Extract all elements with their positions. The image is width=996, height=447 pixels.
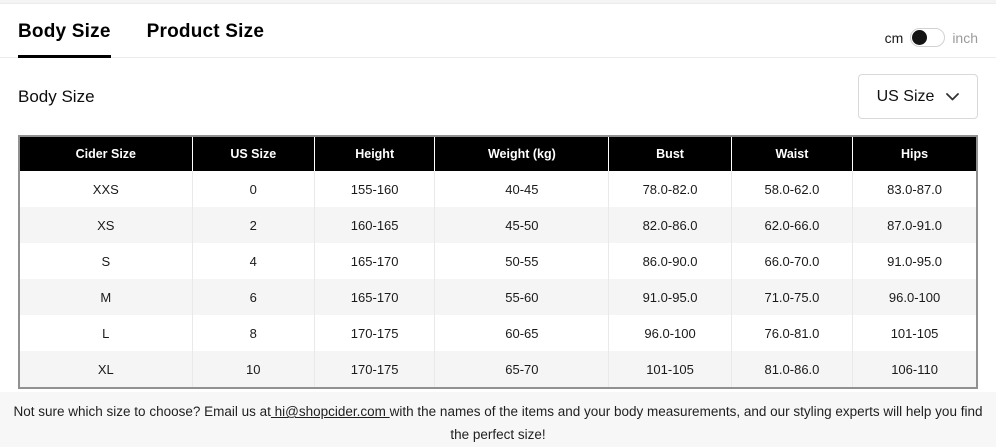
tab-bar: Body Size Product Size cm inch — [0, 4, 996, 59]
table-cell: 0 — [192, 171, 315, 208]
table-cell: 82.0-86.0 — [608, 207, 732, 244]
table-cell: 155-160 — [314, 171, 436, 208]
table-cell: 2 — [192, 207, 315, 244]
table-row: M 6 165-170 55-60 91.0-95.0 71.0-75.0 96.0-100 — [20, 279, 976, 316]
column-header: US Size — [192, 137, 315, 172]
column-header: Hips — [852, 137, 976, 172]
table-cell: 58.0-62.0 — [731, 171, 854, 208]
table-cell: 106-110 — [891, 361, 938, 377]
table-cell: 87.0-91.0 — [887, 217, 943, 233]
table-cell: 83.0-87.0 — [887, 181, 943, 197]
table-cell: S — [20, 243, 193, 280]
table-cell: 66.0-70.0 — [731, 243, 854, 280]
table-row: XL 10 170-175 65-70 101-105 81.0-86.0 106-110 — [20, 351, 976, 388]
table-cell: 101-105 — [890, 325, 939, 341]
table-cell: L — [20, 315, 193, 352]
tab-product-size[interactable]: Product Size — [146, 21, 265, 43]
footer-text-before: Not sure which size to choose? Email us … — [13, 404, 271, 420]
footer-note: Not sure which size to choose? Email us … — [0, 392, 996, 447]
table-cell: 10 — [192, 351, 315, 388]
table-row: S 4 165-170 50-55 86.0-90.0 66.0-70.0 91.0-95.… — [20, 243, 976, 280]
table-cell: 91.0-95.0 — [608, 279, 732, 316]
table-cell: 170-175 — [314, 315, 436, 352]
table-cell: 65-70 — [434, 351, 610, 388]
table-cell: 81.0-86.0 — [731, 351, 854, 388]
column-header: Waist — [731, 137, 854, 172]
table-cell: XXS — [20, 171, 193, 208]
table-cell: XL — [20, 351, 193, 388]
email-link[interactable]: hi@shopcider.com — [270, 404, 390, 420]
table-cell: 45-50 — [434, 207, 610, 244]
table-cell: 78.0-82.0 — [608, 171, 732, 208]
table-cell: 101-105 — [608, 351, 732, 388]
table-row: L 8 170-175 60-65 96.0-100 76.0-81.0 101-105 — [20, 315, 976, 352]
table-cell: 62.0-66.0 — [731, 207, 854, 244]
unit-toggle: cm inch — [885, 28, 978, 57]
table-cell: 60-65 — [434, 315, 610, 352]
table-body: XXS 0 155-160 40-45 78.0-82.0 58.0-62.0 83.0-8… — [20, 171, 976, 388]
table-cell: 170-175 — [314, 351, 436, 388]
size-system-select[interactable]: US Size — [858, 74, 978, 120]
table-header-row: Cider Size US Size Height Weight (kg) Bust Wa… — [20, 137, 976, 172]
table-row: XS 2 160-165 45-50 82.0-86.0 62.0-66.0 87.0-91… — [20, 207, 976, 244]
table-cell: 50-55 — [434, 243, 610, 280]
toggle-knob — [912, 30, 928, 46]
column-header: Height — [314, 137, 436, 172]
table-cell: 96.0-100 — [608, 315, 732, 352]
table-cell: XS — [20, 207, 193, 244]
table-cell: 40-45 — [434, 171, 610, 208]
table-cell: 165-170 — [314, 279, 436, 316]
table-cell: 91.0-95.0 — [887, 253, 943, 269]
size-select-value: US Size — [876, 87, 935, 105]
table-cell: 76.0-81.0 — [731, 315, 854, 352]
table-cell: 4 — [192, 243, 315, 280]
table-row: XXS 0 155-160 40-45 78.0-82.0 58.0-62.0 83.0-8… — [20, 171, 976, 208]
chevron-down-icon — [946, 92, 960, 101]
column-header: Weight (kg) — [434, 137, 610, 172]
unit-label-cm[interactable]: cm — [884, 29, 904, 46]
column-header: Bust — [608, 137, 732, 172]
section-title: Body Size — [18, 86, 95, 106]
top-divider — [0, 0, 996, 4]
size-table: Cider Size US Size Height Weight (kg) Bust Wa… — [18, 135, 978, 390]
section-row: Body Size US Size — [0, 58, 996, 135]
tab-body-size[interactable]: Body Size — [18, 21, 111, 59]
unit-toggle-switch[interactable] — [910, 28, 946, 48]
table-cell: 86.0-90.0 — [608, 243, 732, 280]
unit-label-inch[interactable]: inch — [952, 29, 978, 46]
table-cell: M — [20, 279, 193, 316]
table-cell: 96.0-100 — [888, 289, 941, 305]
table-cell: 55-60 — [434, 279, 610, 316]
table-cell: 165-170 — [314, 243, 436, 280]
table-cell: 6 — [192, 279, 315, 316]
table-cell: 71.0-75.0 — [731, 279, 854, 316]
footer-text-after: with the names of the items and your bod… — [389, 404, 983, 443]
column-header: Cider Size — [20, 137, 193, 172]
table-cell: 8 — [192, 315, 315, 352]
table-cell: 160-165 — [314, 207, 436, 244]
